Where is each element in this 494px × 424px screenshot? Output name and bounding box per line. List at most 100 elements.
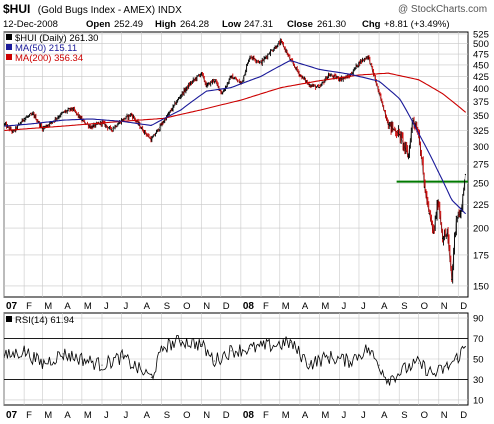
price-y-tick-label: 275 (473, 160, 489, 171)
x-tick-label: N (441, 410, 448, 421)
ma50-point (62, 119, 64, 121)
x-tick-label: F (263, 301, 269, 312)
price-point (464, 173, 467, 176)
price-y-tick-label: 350 (473, 111, 489, 122)
rsi-point (121, 356, 123, 358)
x-tick-label: M (44, 301, 52, 312)
ma50-point (4, 125, 6, 127)
ma200-point (442, 93, 444, 95)
price-point (327, 74, 330, 76)
legend-entry: MA(200) 356.34 (15, 53, 83, 64)
price-point (213, 79, 215, 81)
ma50-point (451, 199, 453, 201)
price-point (23, 117, 25, 119)
x-tick-label: J (123, 301, 128, 312)
price-point (299, 74, 301, 76)
x-tick-label: J (123, 410, 128, 421)
x-tick-label: A (381, 301, 388, 312)
rsi-point (269, 345, 271, 347)
rsi-point (230, 350, 232, 352)
ma50-point (464, 213, 466, 215)
x-tick-label: A (144, 410, 151, 421)
price-y-tick-label: 300 (473, 142, 489, 153)
x-tick-label: 08 (243, 410, 255, 421)
rsi-point (308, 363, 310, 365)
price-point (260, 62, 262, 64)
rsi-point (418, 362, 420, 364)
price-y-tick-label: 150 (473, 281, 489, 292)
x-tick-label: 07 (6, 410, 18, 421)
rsi-point (23, 350, 25, 352)
rsi-point (433, 373, 435, 375)
ma50-point (230, 87, 232, 89)
price-point (269, 51, 271, 53)
rsi-point (348, 360, 350, 362)
legend-swatch (6, 44, 12, 50)
legend-entry: RSI(14) 61.94 (15, 315, 74, 326)
price-y-tick-label: 225 (473, 200, 489, 211)
price-point (130, 113, 132, 115)
ma200-point (241, 99, 243, 101)
ma200-point (318, 80, 320, 82)
x-tick-label: S (164, 410, 170, 421)
price-point (289, 59, 291, 61)
x-tick-label: O (183, 410, 190, 421)
price-point (399, 134, 401, 136)
chg-label: Chg (362, 19, 381, 30)
rsi-point (141, 370, 143, 372)
ma50-point (180, 109, 182, 111)
price-point (407, 156, 409, 158)
open-value: 252.49 (114, 19, 143, 30)
ma200-point (387, 72, 389, 74)
price-y-tick-label: 475 (473, 50, 489, 61)
x-tick-label: N (203, 410, 210, 421)
price-point (442, 237, 444, 240)
x-tick-label: A (144, 301, 151, 312)
x-tick-label: M (321, 410, 329, 421)
x-tick-label: A (64, 301, 71, 312)
rsi-legend: RSI(14) 61.94 (6, 315, 74, 326)
rsi-point (41, 363, 43, 365)
x-tick-label: M (84, 301, 92, 312)
price-point (318, 87, 320, 89)
price-series (4, 38, 468, 284)
price-panel: 150 175 200 225 250 275 300 325 350 375 4004254504… (3, 29, 489, 298)
rsi-line (4, 334, 466, 386)
rsi-point (455, 358, 457, 360)
price-point (446, 232, 448, 234)
watermark-text: @ StockCharts.com (398, 4, 487, 15)
rsi-point (101, 364, 103, 366)
price-point (339, 78, 341, 80)
rsi-point (327, 356, 329, 358)
rsi-point (464, 346, 466, 348)
legend-swatch (6, 54, 12, 60)
x-tick-label: D (223, 301, 230, 312)
quote-date: 12-Dec-2008 (3, 19, 58, 30)
ma50-point (32, 123, 34, 125)
price-point (163, 120, 165, 122)
rsi-point (407, 366, 409, 368)
price-point (428, 212, 430, 215)
price-point (121, 119, 123, 121)
price-y-tick-label: 375 (473, 97, 489, 108)
x-tick-label: O (421, 301, 428, 312)
x-tick-label: J (361, 410, 366, 421)
rsi-y-tick-label: 90 (473, 314, 484, 325)
price-y-tick-label: 250 (473, 179, 489, 190)
price-point (412, 117, 414, 119)
price-point (437, 199, 439, 201)
rsi-panel: 10 30 50 70 90 RSI(14) 61.94 (3, 312, 484, 407)
price-y-tick-label: 500 (473, 39, 489, 50)
price-point (189, 83, 191, 85)
price-point (71, 108, 73, 110)
price-point (200, 72, 202, 74)
svg-text:$HUI (Gold Bugs Index - AMEX): $HUI (Gold Bugs Index - AMEX) INDX (3, 0, 182, 17)
rsi-y-ticks: 10 30 50 70 90 (473, 314, 484, 407)
rsi-point (62, 353, 64, 355)
rsi-series (4, 334, 466, 386)
price-point (433, 232, 435, 234)
ma50-point (399, 98, 401, 100)
ma50-point (437, 170, 439, 172)
rsi-point (81, 358, 83, 360)
